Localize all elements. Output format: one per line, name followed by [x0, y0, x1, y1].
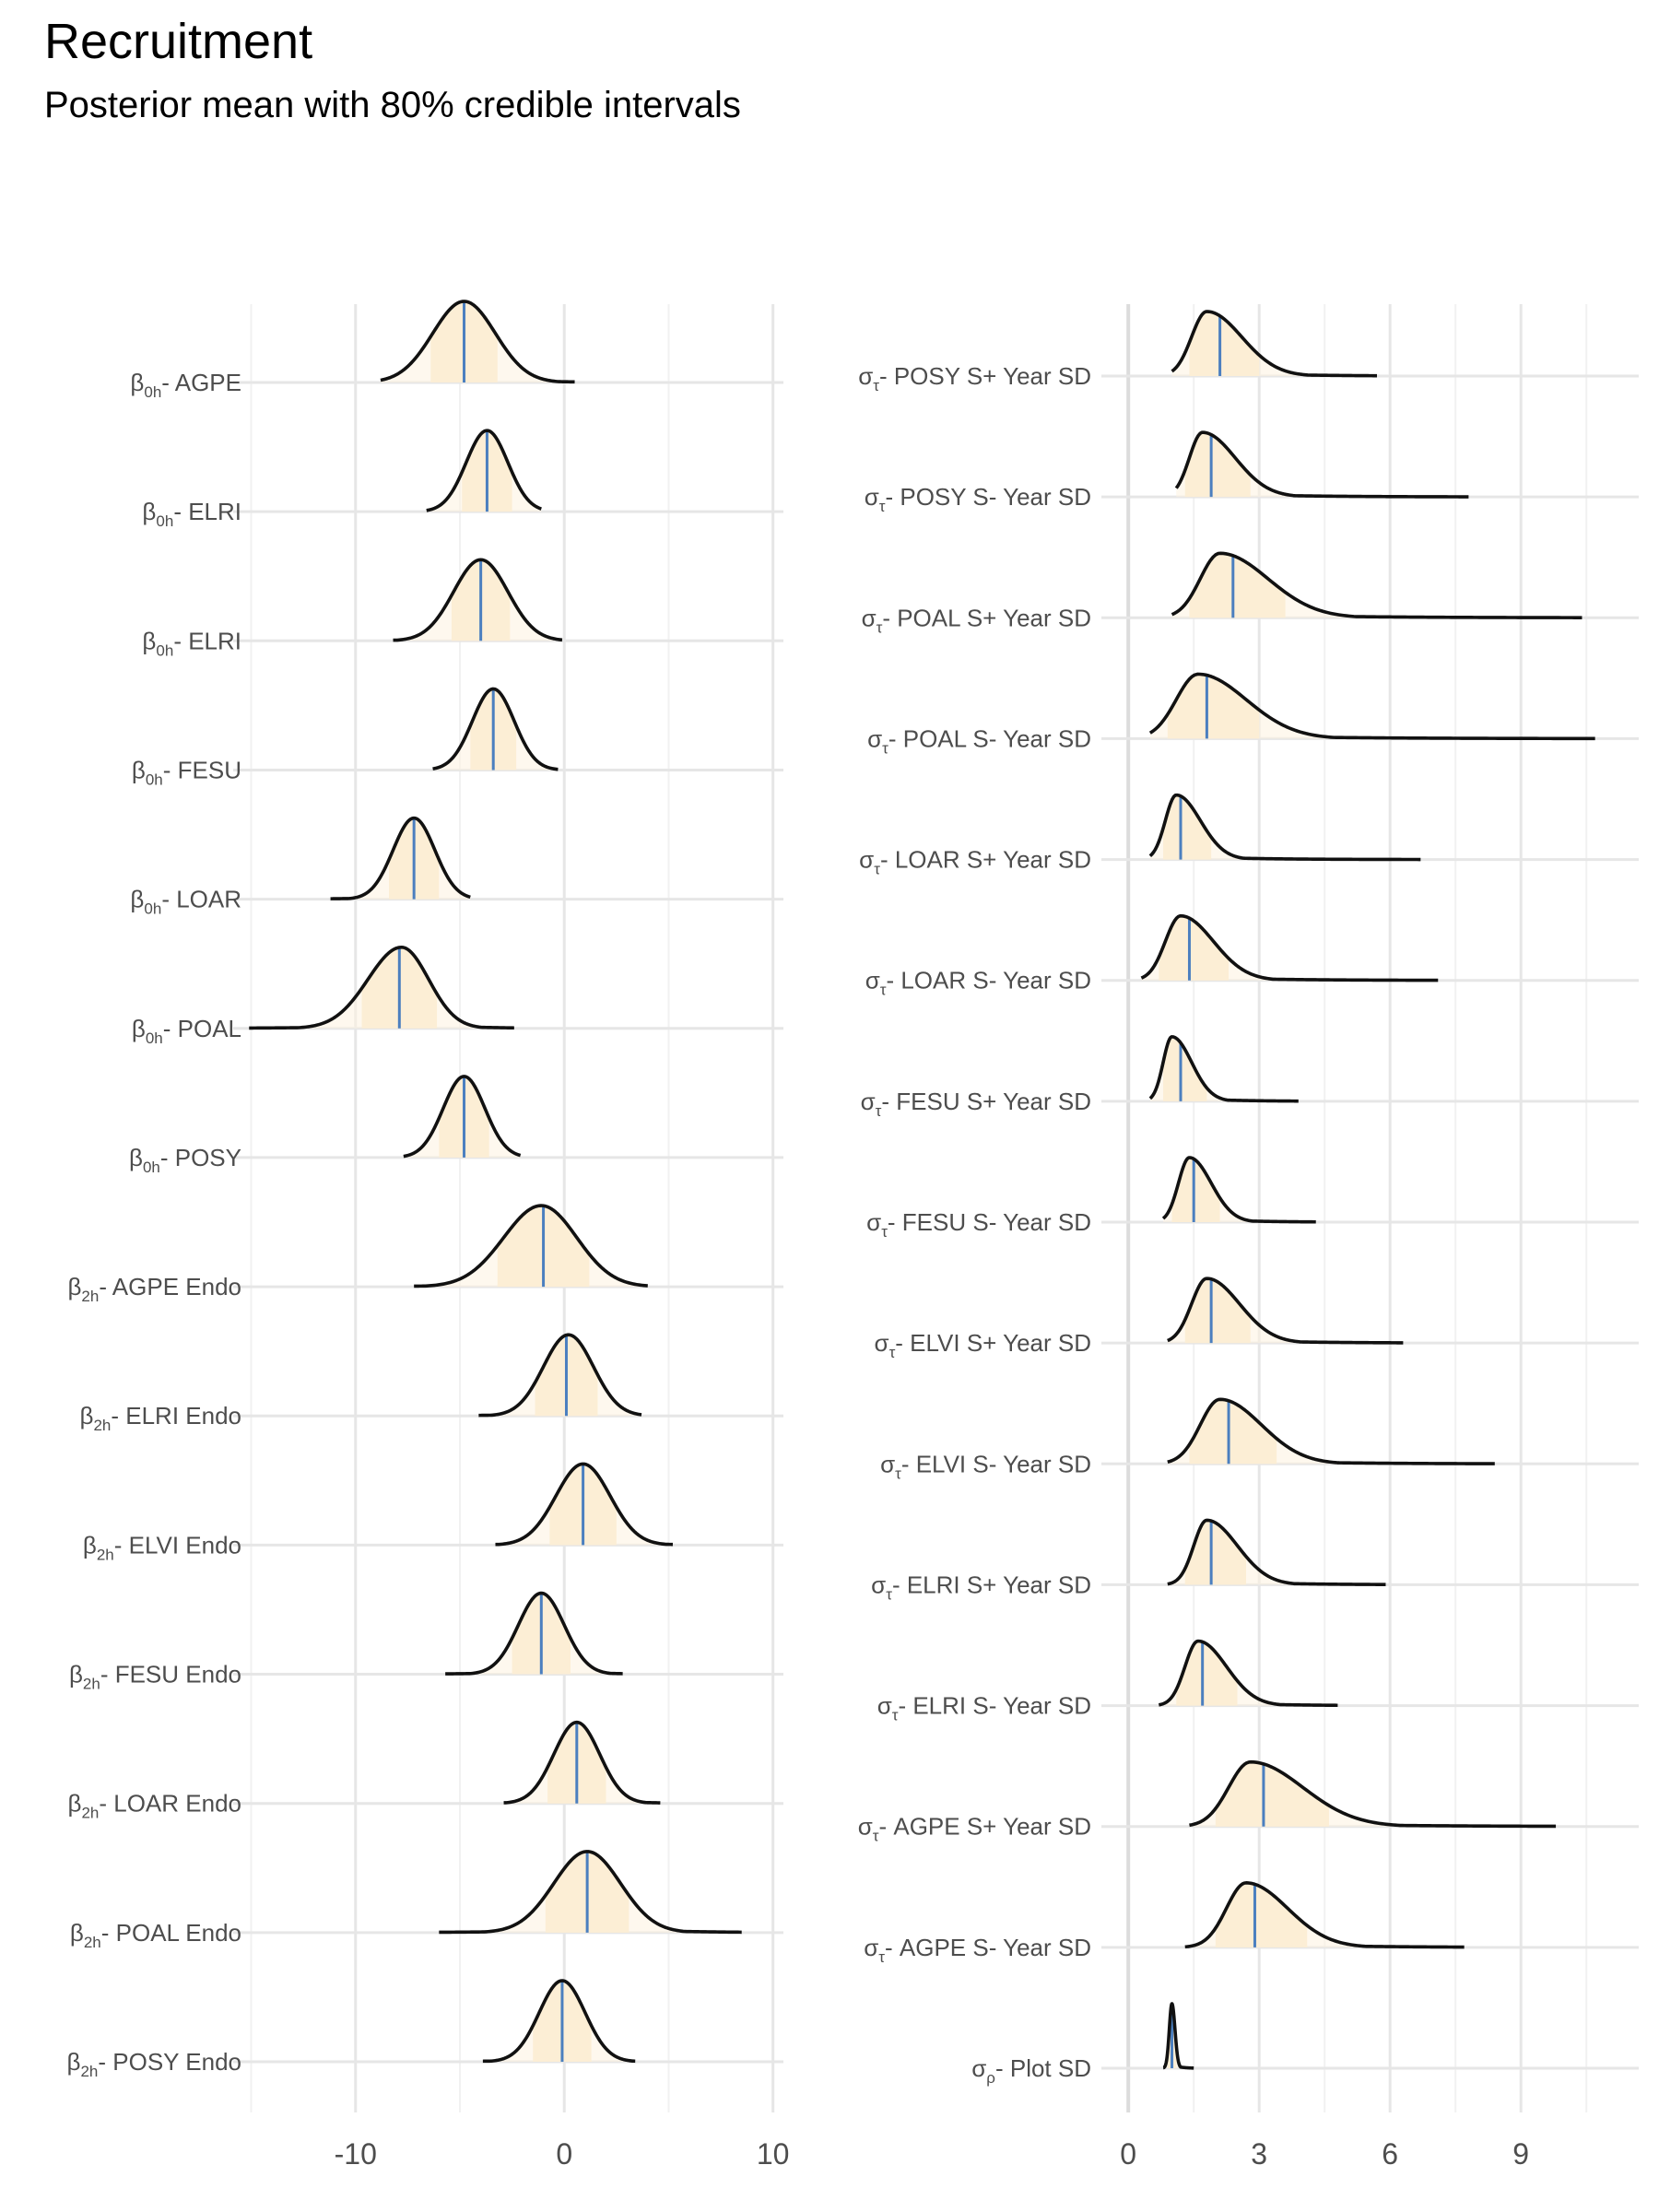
- density-curve: [380, 300, 576, 384]
- x-tick-label: 6: [1382, 2137, 1398, 2171]
- right-panel: 0 3 6 9 στ- POSY S+ Year SD στ- POSY S- Year …: [858, 304, 1639, 2171]
- density-curve: [1171, 310, 1378, 378]
- density-curve: [329, 816, 472, 900]
- density-curve: [1167, 1518, 1386, 1586]
- density-curve: [444, 1591, 624, 1676]
- row-label: β0h- LOAR: [130, 886, 241, 918]
- row-label: β2h- POAL Endo: [70, 1919, 241, 1951]
- density-fill: [393, 559, 562, 641]
- x-tick-label: 10: [757, 2137, 790, 2171]
- density-curve: [1158, 1639, 1338, 1708]
- density-curve: [1167, 1397, 1495, 1465]
- row-label: στ- FESU S+ Year SD: [861, 1088, 1091, 1120]
- density-fill: [1163, 1158, 1316, 1222]
- density-curve: [502, 1720, 662, 1805]
- density-curve: [1174, 430, 1469, 499]
- chart-title: Recruitment: [44, 14, 313, 69]
- density-fill: [1167, 1278, 1404, 1344]
- density-curve: [413, 1204, 649, 1288]
- density-fill: [414, 1206, 648, 1288]
- x-tick-label: 0: [556, 2137, 572, 2171]
- density-fill: [503, 1722, 661, 1804]
- row-label: β0h- ELRI: [142, 498, 241, 530]
- density-fill: [445, 1593, 623, 1675]
- density-curve: [494, 1462, 674, 1547]
- density-curve: [1171, 551, 1583, 619]
- density-curve: [477, 1333, 642, 1418]
- density-fill: [439, 1851, 742, 1933]
- density-fill: [426, 430, 542, 512]
- density-fill: [478, 1335, 642, 1417]
- row-label: β2h- ELVI Endo: [83, 1531, 241, 1563]
- density-fill: [330, 818, 471, 900]
- density-fill: [482, 1981, 636, 2062]
- density-fill: [1149, 674, 1595, 739]
- density-curve: [439, 1850, 742, 1935]
- density-curve: [482, 1979, 636, 2064]
- row-label: β2h- POSY Endo: [67, 2048, 242, 2080]
- density-curve: [1140, 913, 1439, 982]
- row-label: β0h- ELRI: [142, 627, 241, 659]
- row-label: στ- AGPE S- Year SD: [864, 1934, 1091, 1966]
- density-fill: [403, 1076, 521, 1158]
- row-label: β0h- POAL: [132, 1015, 241, 1047]
- density-curve: [1148, 1035, 1300, 1103]
- row-label: στ- ELRI S+ Year SD: [871, 1571, 1091, 1603]
- row-label: στ- ELVI S+ Year SD: [875, 1329, 1091, 1361]
- x-tick-label: 3: [1251, 2137, 1267, 2171]
- row-label: β2h- AGPE Endo: [67, 1273, 241, 1305]
- density-curve: [249, 945, 514, 1030]
- x-tick-label: -10: [335, 2137, 377, 2171]
- row-label: στ- AGPE S+ Year SD: [858, 1813, 1091, 1845]
- density-fill: [249, 947, 514, 1029]
- row-label: στ- POSY S- Year SD: [865, 483, 1091, 515]
- x-tick-label: 0: [1120, 2137, 1136, 2171]
- density-curve: [402, 1075, 522, 1159]
- density-fill: [1167, 1520, 1386, 1585]
- density-fill: [1171, 312, 1377, 376]
- density-curve: [425, 429, 543, 512]
- row-label: σρ- Plot SD: [971, 2054, 1091, 2087]
- density-curve: [1161, 2002, 1195, 2070]
- density-curve: [1189, 1759, 1557, 1829]
- chart-subtitle: Posterior mean with 80% credible interva…: [44, 85, 741, 125]
- row-label: στ- LOAR S+ Year SD: [859, 846, 1091, 878]
- x-tick-label: 9: [1512, 2137, 1529, 2171]
- row-label: β0h- FESU: [132, 756, 241, 788]
- row-label: στ- POSY S+ Year SD: [858, 362, 1091, 394]
- row-label: β2h- LOAR Endo: [67, 1790, 241, 1822]
- row-label: στ- FESU S- Year SD: [866, 1208, 1091, 1241]
- row-label: β2h- FESU Endo: [69, 1661, 241, 1693]
- density-fill: [380, 301, 575, 382]
- density-fill: [1176, 432, 1469, 498]
- row-label: β0h- POSY: [129, 1144, 241, 1176]
- density-fill: [1167, 1399, 1495, 1465]
- row-label: στ- POAL S+ Year SD: [862, 604, 1091, 636]
- left-panel: -10 0 10 β0h- AGPE β0h- ELRI β0h- ELRI β0h- FE…: [67, 300, 790, 2171]
- row-label: στ- ELVI S- Year SD: [880, 1450, 1091, 1482]
- density-curve: [431, 687, 559, 771]
- density-curve: [392, 558, 563, 642]
- row-label: στ- LOAR S- Year SD: [865, 967, 1091, 999]
- density-curve: [1148, 793, 1421, 862]
- row-label: στ- POAL S- Year SD: [867, 724, 1091, 757]
- density-fill: [1159, 1641, 1338, 1706]
- density-curve: [1148, 672, 1595, 741]
- density-fill: [1149, 1036, 1299, 1101]
- row-label: β2h- ELRI Endo: [79, 1402, 241, 1434]
- density-fill: [1189, 1761, 1557, 1827]
- density-fill: [1141, 915, 1439, 981]
- density-curve: [1167, 1277, 1404, 1345]
- row-label: στ- ELRI S- Year SD: [877, 1692, 1091, 1724]
- density-fill: [1171, 553, 1583, 618]
- density-curve: [1184, 1881, 1465, 1949]
- density-curve: [1161, 1156, 1317, 1224]
- row-label: β0h- AGPE: [130, 369, 241, 401]
